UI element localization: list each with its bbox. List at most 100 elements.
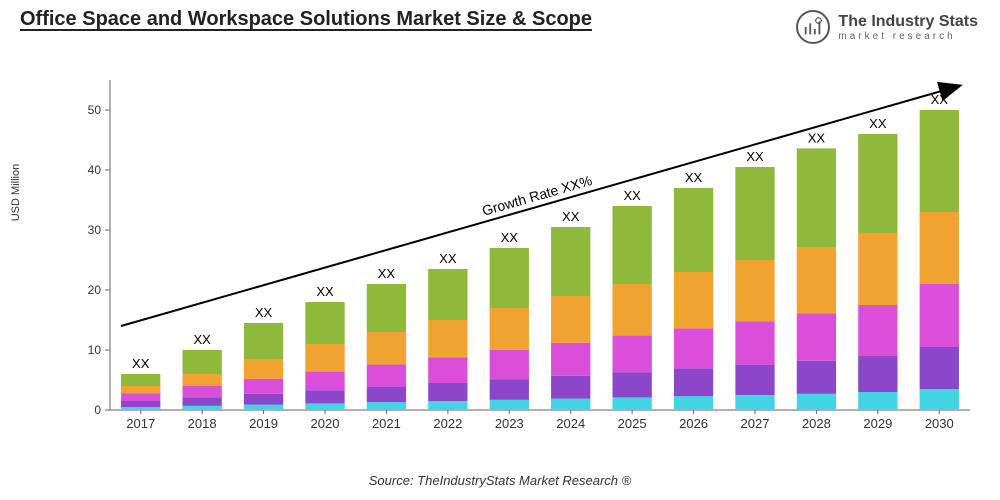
bar-segment <box>612 336 651 373</box>
bar-segment <box>735 167 774 260</box>
bar-segment <box>858 356 897 392</box>
bar-segment <box>674 396 713 410</box>
y-tick-label: 20 <box>88 283 102 297</box>
bar-segment <box>121 374 160 386</box>
bar-segment <box>305 372 344 391</box>
bar-segment <box>367 332 406 364</box>
bar-top-label: XX <box>132 356 150 371</box>
logo-sub-text: market research <box>838 31 978 42</box>
bar-top-label: XX <box>501 230 519 245</box>
bar-segment <box>244 405 283 410</box>
bar-segment <box>428 401 467 410</box>
bar-segment <box>244 359 283 379</box>
bar-segment <box>182 374 221 386</box>
bar-segment <box>490 379 529 399</box>
x-tick-label: 2025 <box>618 416 647 431</box>
bar-segment <box>490 400 529 410</box>
bar-segment <box>121 386 160 393</box>
bar-segment <box>490 248 529 308</box>
x-tick-label: 2021 <box>372 416 401 431</box>
bar-segment <box>367 284 406 332</box>
chart-plot-area: 01020304050XX2017XX2018XX2019XX2020XX202… <box>70 70 980 440</box>
bar-segment <box>735 365 774 395</box>
bar-segment <box>121 401 160 407</box>
x-tick-label: 2024 <box>556 416 585 431</box>
bar-segment <box>920 284 959 347</box>
x-tick-label: 2029 <box>863 416 892 431</box>
brand-logo: The Industry Stats market research <box>796 10 978 44</box>
bar-segment <box>920 389 959 410</box>
bar-segment <box>551 227 590 296</box>
bar-segment <box>674 328 713 368</box>
bar-segment <box>182 406 221 410</box>
bar-segment <box>612 372 651 397</box>
x-tick-label: 2028 <box>802 416 831 431</box>
bar-top-label: XX <box>869 116 887 131</box>
logo-text: The Industry Stats market research <box>838 13 978 42</box>
bar-segment <box>858 305 897 356</box>
bar-segment <box>858 233 897 305</box>
bar-segment <box>367 402 406 410</box>
bar-segment <box>735 321 774 365</box>
bar-segment <box>428 320 467 357</box>
y-tick-label: 40 <box>88 163 102 177</box>
bar-segment <box>305 302 344 344</box>
bar-segment <box>858 392 897 410</box>
bar-segment <box>920 212 959 284</box>
bar-top-label: XX <box>316 284 334 299</box>
bar-segment <box>182 350 221 374</box>
bar-top-label: XX <box>685 170 703 185</box>
bar-segment <box>367 364 406 386</box>
bar-segment <box>305 390 344 403</box>
bar-segment <box>797 313 836 360</box>
bar-segment <box>612 206 651 284</box>
y-tick-label: 0 <box>94 403 101 417</box>
y-tick-label: 30 <box>88 223 102 237</box>
chart-svg: 01020304050XX2017XX2018XX2019XX2020XX202… <box>70 70 980 440</box>
bar-segment <box>797 247 836 313</box>
x-tick-label: 2022 <box>433 416 462 431</box>
bar-segment <box>735 260 774 321</box>
x-tick-label: 2026 <box>679 416 708 431</box>
bar-segment <box>367 387 406 403</box>
bar-segment <box>551 296 590 343</box>
x-tick-label: 2030 <box>925 416 954 431</box>
bar-segment <box>428 383 467 401</box>
x-tick-label: 2017 <box>126 416 155 431</box>
bar-segment <box>551 343 590 376</box>
bar-segment <box>674 369 713 397</box>
bar-top-label: XX <box>439 251 457 266</box>
bar-segment <box>674 188 713 272</box>
y-tick-label: 10 <box>88 343 102 357</box>
bar-segment <box>490 350 529 379</box>
x-tick-label: 2018 <box>188 416 217 431</box>
bar-segment <box>551 376 590 399</box>
bar-top-label: XX <box>562 209 580 224</box>
x-tick-label: 2019 <box>249 416 278 431</box>
bar-top-label: XX <box>255 305 273 320</box>
bar-segment <box>490 308 529 350</box>
bar-segment <box>182 386 221 397</box>
bar-segment <box>121 407 160 410</box>
bar-top-label: XX <box>808 130 826 145</box>
bar-top-label: XX <box>378 266 396 281</box>
bar-top-label: XX <box>746 149 764 164</box>
bar-segment <box>920 110 959 212</box>
bar-segment <box>121 393 160 401</box>
logo-main-text: The Industry Stats <box>838 13 978 31</box>
bar-segment <box>428 357 467 383</box>
x-tick-label: 2027 <box>741 416 770 431</box>
bar-segment <box>797 148 836 247</box>
bar-segment <box>858 134 897 233</box>
gear-chart-icon <box>796 10 830 44</box>
bar-segment <box>244 394 283 405</box>
bar-segment <box>612 284 651 336</box>
bar-top-label: XX <box>623 188 641 203</box>
bar-segment <box>305 403 344 410</box>
y-tick-label: 50 <box>88 103 102 117</box>
bar-segment <box>428 269 467 320</box>
chart-container: Office Space and Workspace Solutions Mar… <box>0 0 1000 500</box>
x-tick-label: 2020 <box>311 416 340 431</box>
bar-segment <box>735 395 774 410</box>
bar-segment <box>244 323 283 359</box>
